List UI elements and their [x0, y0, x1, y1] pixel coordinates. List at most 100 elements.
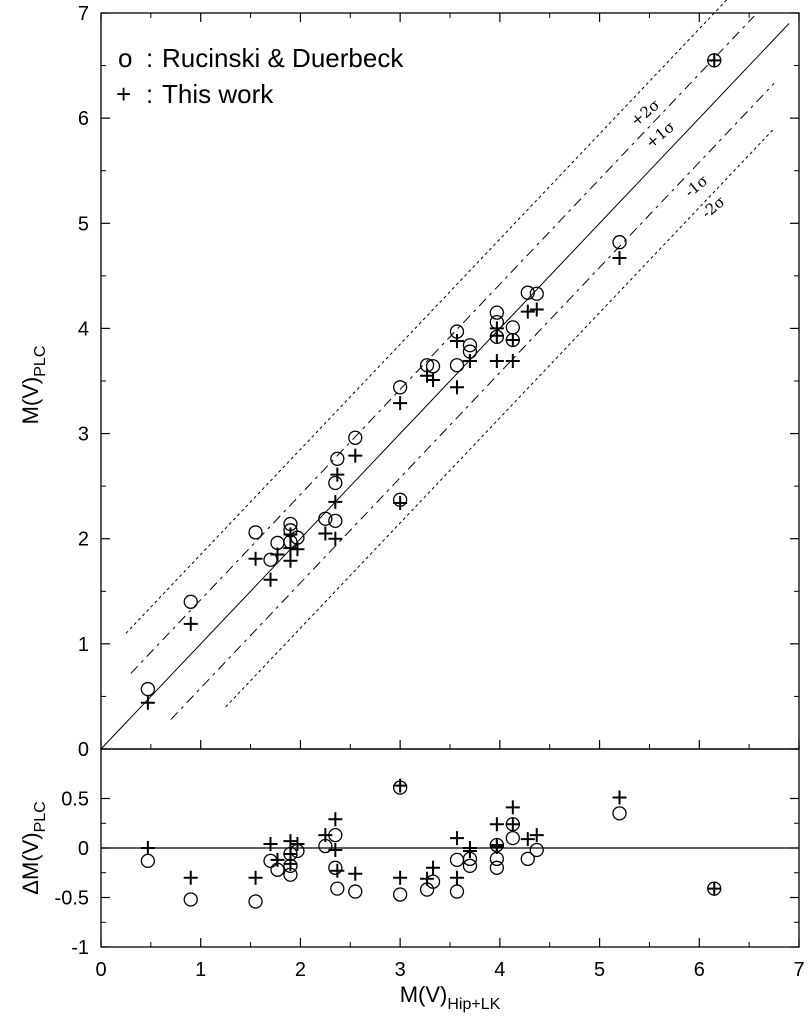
- main-plus-point: [140, 695, 155, 710]
- residual-data-points: [140, 778, 722, 909]
- residual-plus-point: [489, 840, 504, 855]
- main-circle-point: [520, 285, 535, 300]
- residual-plus-point: [529, 828, 544, 843]
- axis-label-subscript: PLC: [32, 801, 49, 832]
- main-plus-point: [505, 332, 520, 347]
- axis-label-subscript: PLC: [32, 346, 49, 377]
- main-plus-point: [318, 526, 333, 541]
- main-circle-point: [505, 320, 520, 335]
- residual-plus-point: [318, 828, 333, 843]
- main-plus-point: [520, 304, 535, 319]
- residual-plus-point: [393, 870, 408, 885]
- legend-label-this-work: This work: [162, 79, 274, 109]
- main-plus-point: [449, 380, 464, 395]
- legend-sep-2: :: [146, 79, 153, 109]
- main-plus-point: [270, 547, 285, 562]
- main-plus-point: [393, 495, 408, 510]
- axis-label-subscript: Hip+LK: [447, 996, 500, 1013]
- residual-plus-point: [612, 790, 627, 805]
- residual-circle-point: [529, 842, 544, 858]
- main-plus-point: [248, 551, 263, 566]
- residual-plus-point: [420, 871, 435, 886]
- main-circle-point: [348, 430, 363, 445]
- residual-y-tick-label: 0: [78, 838, 89, 860]
- main-y-axis-label-text: M(V)PLC: [18, 346, 49, 425]
- main-circle-point: [425, 359, 441, 374]
- main-plus-point: [283, 541, 298, 556]
- main-circle-point: [449, 358, 465, 373]
- residual-circle-point: [183, 892, 198, 907]
- legend-marker-circle: o: [118, 43, 132, 73]
- x-tick-label: 1: [195, 959, 206, 981]
- residual-plus-point: [290, 837, 305, 852]
- x-tick-label: 3: [395, 959, 406, 981]
- residual-plus-point: [505, 800, 520, 815]
- main-circle-point: [489, 305, 505, 320]
- x-tick-label: 4: [494, 959, 505, 981]
- main-circle-point: [330, 451, 345, 466]
- residual-circle-point: [348, 884, 363, 899]
- main-plus-point: [328, 531, 343, 546]
- residual-plus-point: [270, 852, 285, 867]
- main-circle-point: [328, 513, 343, 528]
- residual-plus-point: [328, 842, 343, 857]
- main-circle-point: [183, 594, 198, 609]
- main-circle-point: [318, 511, 333, 526]
- residual-y-axis-label-text: ΔM(V)PLC: [18, 801, 49, 894]
- main-axis-ticks: 0 1 2 3 4 5 6 7: [78, 3, 800, 761]
- main-data-points: [140, 53, 722, 710]
- axis-label-main-part: M(V): [18, 377, 43, 425]
- residual-plus-point: [140, 841, 155, 855]
- residual-circle-point: [612, 806, 627, 821]
- residual-plus-point: [248, 870, 263, 885]
- main-circle-point: [392, 380, 408, 395]
- main-plus-point: [393, 396, 408, 411]
- residual-circle-point: [328, 860, 343, 875]
- band-label-minus2sigma: -2σ: [698, 192, 729, 222]
- plus-1sigma-line: [130, 15, 755, 674]
- x-tick-label: 2: [295, 959, 306, 981]
- main-y-tick-label: 6: [78, 108, 89, 130]
- residual-plus-point: [348, 866, 363, 881]
- residual-plus-point: [462, 843, 477, 858]
- main-plus-point: [330, 467, 345, 482]
- residual-y-axis-label: ΔM(V)PLC: [18, 801, 49, 894]
- main-plus-point: [529, 302, 544, 317]
- band-label-plus1sigma: +1σ: [642, 117, 678, 152]
- residual-plus-point: [520, 832, 535, 847]
- residual-plus-point: [489, 817, 504, 832]
- residual-circle-point: [489, 851, 505, 867]
- main-reference-lines: [100, 0, 790, 750]
- main-plus-point: [449, 334, 464, 349]
- main-plus-point: [505, 354, 520, 369]
- main-circle-point: [612, 235, 627, 250]
- residual-plus-point: [283, 856, 298, 871]
- residual-circle-point: [140, 853, 156, 869]
- main-plus-point: [328, 494, 343, 509]
- main-plus-point: [183, 616, 198, 631]
- residual-circle-point: [449, 852, 465, 868]
- x-tick-label: 6: [694, 959, 705, 981]
- minus-1sigma-line: [170, 83, 775, 720]
- residual-plus-point: [183, 870, 198, 885]
- residual-plus-point: [707, 881, 722, 896]
- x-axis-label: M(V)Hip+LK: [400, 982, 501, 1013]
- main-y-tick-label: 0: [78, 739, 89, 761]
- main-plus-point: [290, 542, 305, 557]
- residual-plus-point: [283, 834, 298, 849]
- main-plus-point: [462, 354, 477, 369]
- residual-plus-point: [393, 778, 408, 793]
- main-y-tick-label: 7: [78, 3, 89, 25]
- residual-circle-point: [489, 860, 505, 875]
- band-label-minus1sigma: -1σ: [681, 171, 712, 201]
- residual-plus-point: [426, 860, 441, 875]
- residual-plus-point: [449, 831, 464, 846]
- residual-circle-point: [505, 830, 520, 846]
- residual-plus-point: [330, 863, 345, 878]
- residual-circle-point: [520, 851, 535, 867]
- main-y-axis-label: M(V)PLC: [18, 346, 49, 425]
- legend-label-rucinski: Rucinski & Duerbeck: [162, 43, 404, 73]
- main-y-tick-label: 2: [78, 529, 89, 551]
- main-plus-point: [348, 448, 363, 463]
